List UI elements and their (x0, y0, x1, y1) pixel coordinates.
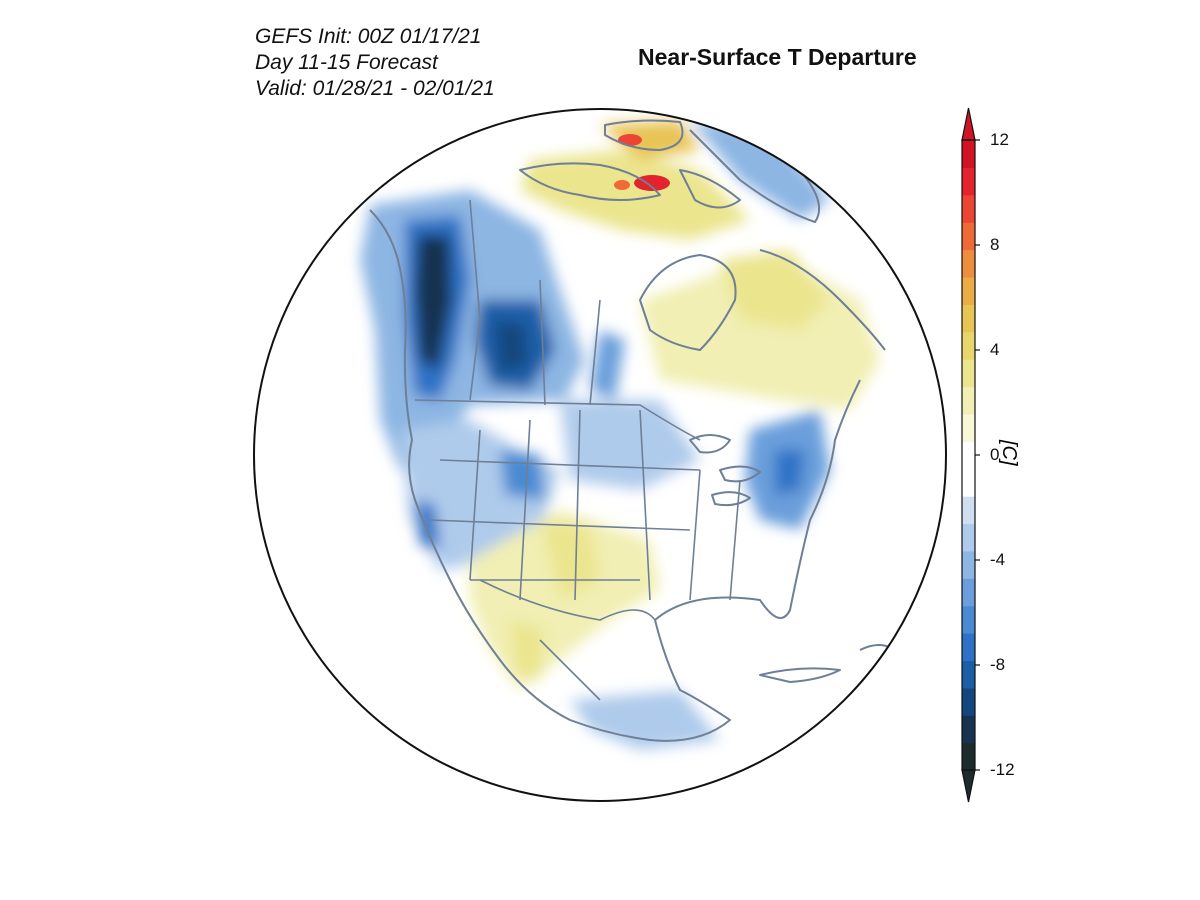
map-title: Near-Surface T Departure (638, 44, 917, 70)
colorbar-segments (962, 140, 975, 771)
colorbar-segment (962, 331, 975, 360)
colorbar-tick-label: -4 (990, 550, 1006, 569)
colorbar-segment (962, 687, 975, 716)
colorbar-min-arrow (961, 769, 976, 803)
colorbar-segment (962, 578, 975, 607)
colorbar-segment (962, 304, 975, 333)
init-line: GEFS Init: 00Z 01/17/21 (255, 25, 482, 48)
globe-outline (253, 108, 947, 802)
colorbar-tick-label: 0 (990, 445, 1000, 464)
forecast-info: GEFS Init: 00Z 01/17/21 Day 11-15 Foreca… (255, 24, 495, 102)
colorbar-segment (962, 605, 975, 634)
colorbar-segment (962, 496, 975, 525)
colorbar-segment (962, 359, 975, 388)
colorbar-segment (962, 140, 975, 168)
colorbar-segment (962, 194, 975, 223)
colorbar-tick-label: 12 (990, 130, 1009, 149)
valid-line: Valid: 01/28/21 - 02/01/21 (255, 77, 495, 100)
colorbar-segment (962, 167, 975, 196)
political-borders (414, 199, 741, 701)
colorbar-segment (962, 441, 975, 470)
colorbar-segment (962, 249, 975, 278)
colorbar-tick-label: 4 (990, 340, 1000, 359)
colorbar-tick-label: -8 (990, 655, 1006, 674)
colorbar-segment (962, 468, 975, 497)
colorbar-segment (962, 276, 975, 305)
temperature-anomaly-field (360, 120, 880, 750)
colorbar-segment (962, 550, 975, 579)
colorbar-tick-label: 8 (990, 235, 1000, 254)
colorbar-segment (962, 386, 975, 415)
colorbar-segment (962, 742, 975, 771)
colorbar-segment (962, 660, 975, 689)
colorbar-segment (962, 523, 975, 552)
colorbar-segment (962, 633, 975, 662)
period-line: Day 11-15 Forecast (255, 51, 438, 74)
colorbar-tick-marks (975, 139, 980, 771)
colorbar-segment (962, 413, 975, 442)
colorbar-unit-label: [C] (998, 440, 1020, 466)
colorbar-max-arrow (961, 107, 976, 141)
colorbar-segment (962, 715, 975, 744)
colorbar-segment (962, 222, 975, 251)
warm-hotspots (614, 134, 670, 191)
colorbar-tick-label: -12 (990, 760, 1015, 779)
